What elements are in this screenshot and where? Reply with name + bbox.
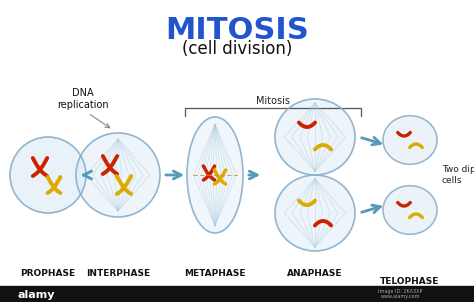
Text: ANAPHASE: ANAPHASE <box>287 269 343 278</box>
Bar <box>0 286 474 302</box>
Text: DNA
replication: DNA replication <box>57 88 109 110</box>
Text: Two diploid
cells: Two diploid cells <box>442 165 474 185</box>
Text: alamy: alamy <box>18 290 55 300</box>
Text: METAPHASE: METAPHASE <box>184 269 246 278</box>
Ellipse shape <box>275 175 355 251</box>
Ellipse shape <box>275 99 355 175</box>
Ellipse shape <box>10 137 86 213</box>
Text: INTERPHASE: INTERPHASE <box>86 269 150 278</box>
Text: Image ID: 2KA3XP
www.alamy.com: Image ID: 2KA3XP www.alamy.com <box>378 289 422 299</box>
Text: (cell division): (cell division) <box>182 40 292 58</box>
Text: MITOSIS: MITOSIS <box>165 16 309 45</box>
Ellipse shape <box>383 186 437 234</box>
Text: TELOPHASE: TELOPHASE <box>380 277 440 286</box>
Ellipse shape <box>187 117 243 233</box>
Text: Mitosis: Mitosis <box>256 96 290 106</box>
Ellipse shape <box>383 116 437 164</box>
Ellipse shape <box>76 133 160 217</box>
Text: PROPHASE: PROPHASE <box>20 269 75 278</box>
